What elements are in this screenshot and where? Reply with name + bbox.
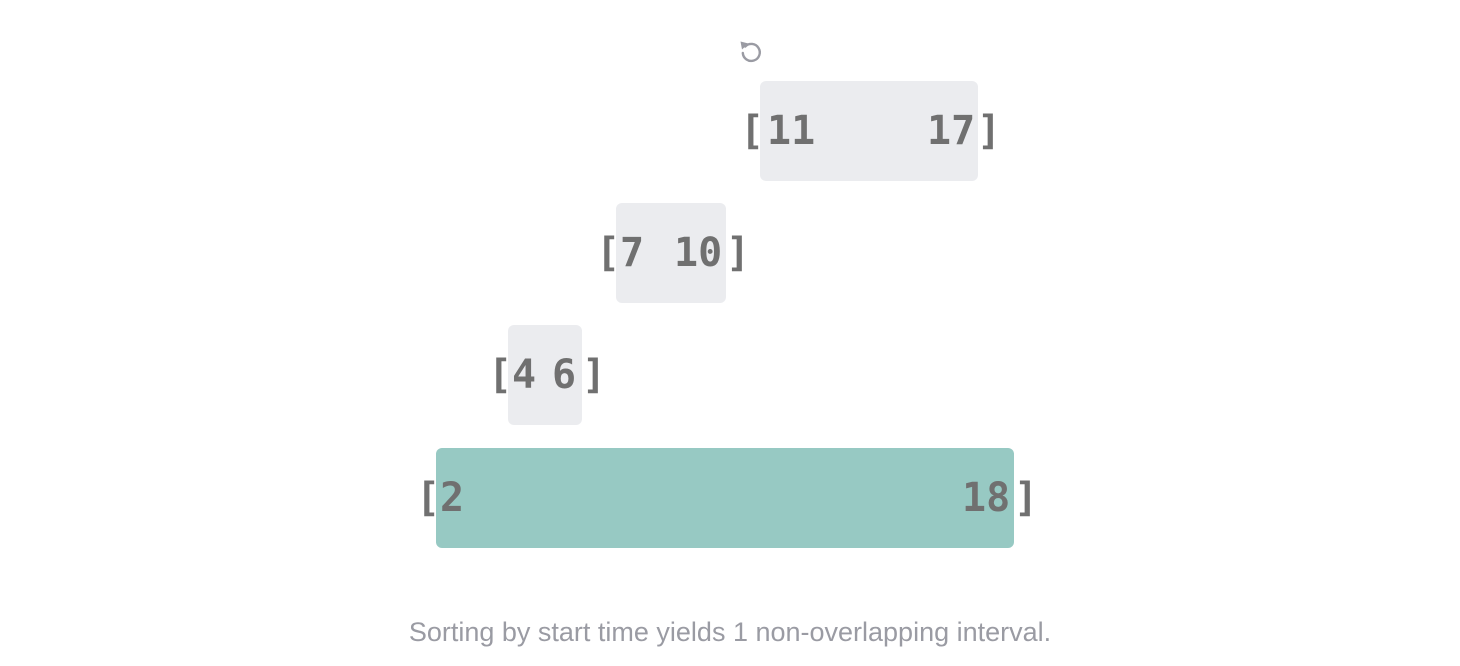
interval-start: 2: [440, 475, 465, 521]
interval-bar: [508, 325, 582, 425]
interval-bar: [616, 203, 726, 303]
close-bracket: ]: [977, 108, 1002, 154]
interval-end: 18: [962, 475, 1011, 521]
interval-7-10: [ 7 10 ]: [596, 203, 756, 303]
interval-end: 17: [927, 108, 976, 154]
interval-2-18: [ 2 18 ]: [416, 448, 1046, 548]
open-bracket: [: [740, 108, 765, 154]
close-bracket: ]: [1014, 475, 1039, 521]
interval-end: 10: [674, 230, 723, 276]
replay-icon[interactable]: [737, 37, 765, 65]
interval-start: 11: [767, 108, 816, 154]
interval-bar-selected: [436, 448, 1014, 548]
open-bracket: [: [596, 230, 621, 276]
interval-end: 6: [552, 352, 577, 398]
close-bracket: ]: [582, 352, 607, 398]
open-bracket: [: [416, 475, 441, 521]
interval-11-17: [ 11 17 ]: [740, 81, 1002, 181]
interval-bar: [760, 81, 978, 181]
interval-start: 7: [620, 230, 645, 276]
open-bracket: [: [488, 352, 513, 398]
interval-start: 4: [512, 352, 537, 398]
interval-4-6: [ 4 6 ]: [488, 325, 608, 425]
result-caption: Sorting by start time yields 1 non-overl…: [408, 617, 1052, 647]
close-bracket: ]: [726, 230, 751, 276]
